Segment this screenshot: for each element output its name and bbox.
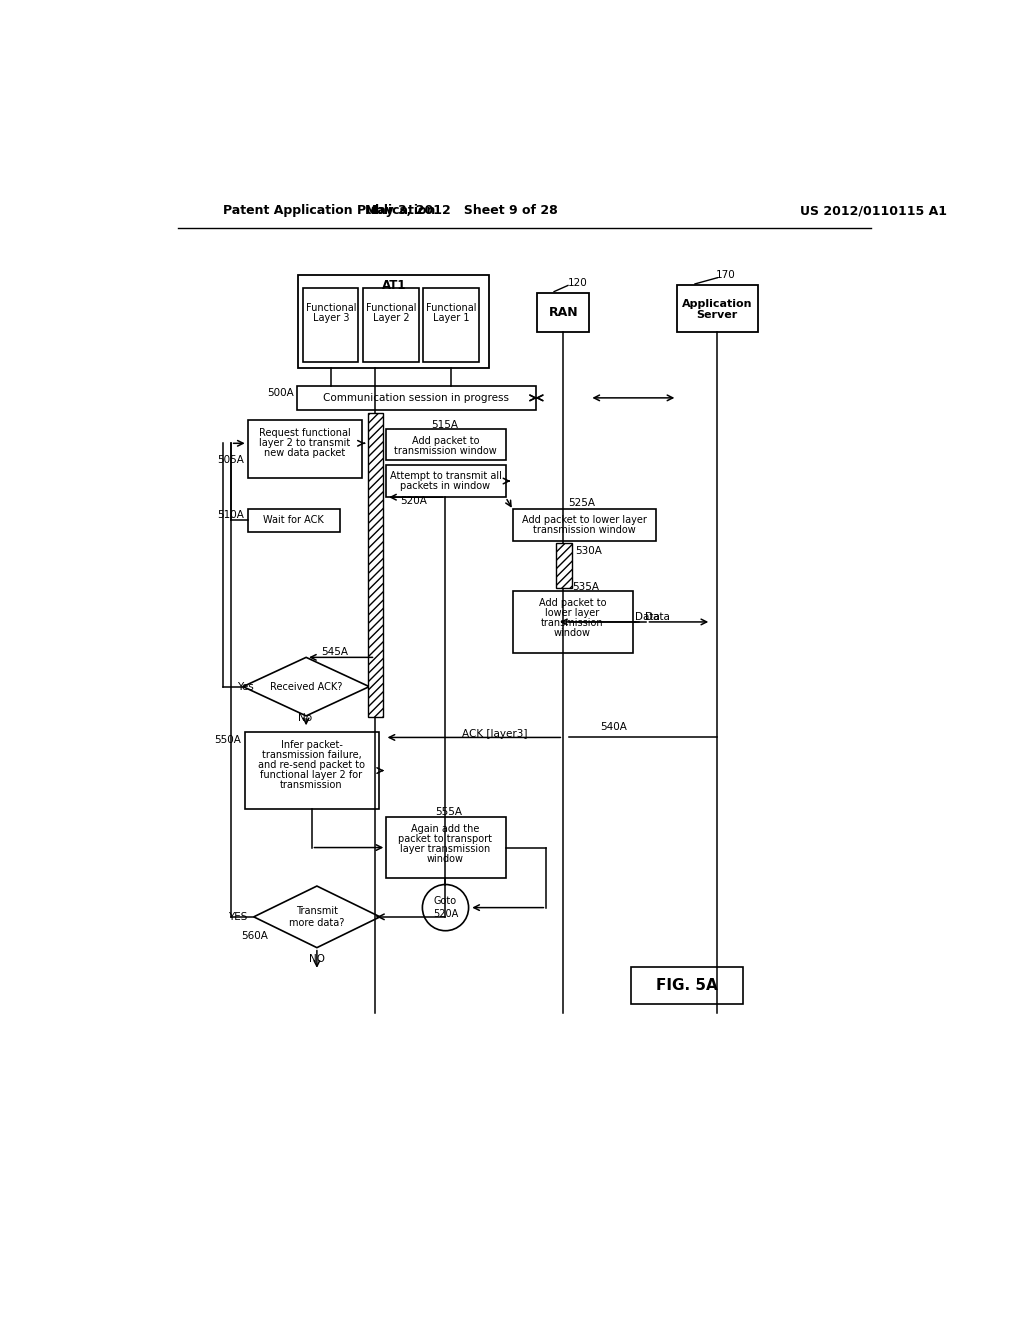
Text: 170: 170 [716, 271, 735, 280]
Text: and re-send packet to: and re-send packet to [258, 760, 365, 770]
Text: transmission: transmission [281, 780, 343, 791]
Bar [386, 817, 506, 878]
Bar [298, 276, 489, 368]
Text: Data: Data [645, 612, 670, 622]
Text: Attempt to transmit all: Attempt to transmit all [389, 471, 502, 482]
Text: transmission window: transmission window [394, 446, 497, 455]
Text: NO: NO [309, 954, 325, 964]
Text: Transmit: Transmit [296, 906, 338, 916]
Bar [297, 385, 536, 411]
Bar [538, 293, 590, 331]
Text: lower layer: lower layer [546, 609, 600, 619]
Bar [248, 420, 361, 478]
Text: packet to transport: packet to transport [398, 834, 493, 843]
Text: Layer 1: Layer 1 [432, 313, 469, 323]
Text: Received ACK?: Received ACK? [270, 681, 342, 692]
Text: 520A: 520A [400, 496, 427, 506]
Text: Layer 2: Layer 2 [373, 313, 410, 323]
Text: 510A: 510A [218, 510, 245, 520]
Text: 500A: 500A [267, 388, 294, 399]
Text: 535A: 535A [572, 582, 599, 591]
Bar [677, 285, 758, 331]
Text: US 2012/0110115 A1: US 2012/0110115 A1 [801, 205, 947, 218]
Text: Add packet to: Add packet to [412, 436, 479, 446]
Text: Add packet to: Add packet to [539, 598, 606, 609]
Text: 555A: 555A [435, 807, 462, 817]
Polygon shape [254, 886, 380, 948]
Bar [368, 413, 383, 717]
Text: Functional: Functional [366, 302, 416, 313]
Bar [386, 465, 506, 498]
Text: FIG. 5A: FIG. 5A [655, 978, 718, 993]
Text: window: window [554, 628, 591, 639]
Bar [386, 429, 506, 461]
Text: 120: 120 [568, 279, 588, 288]
Polygon shape [243, 657, 370, 715]
Text: YES: YES [228, 912, 248, 921]
Text: May 3, 2012   Sheet 9 of 28: May 3, 2012 Sheet 9 of 28 [366, 205, 558, 218]
Text: Layer 3: Layer 3 [312, 313, 349, 323]
Text: AT1: AT1 [382, 279, 407, 292]
Text: layer 2 to transmit: layer 2 to transmit [259, 438, 350, 449]
Text: Data: Data [635, 612, 659, 622]
Text: window: window [427, 854, 464, 865]
Text: 515A: 515A [431, 420, 458, 430]
Text: Application: Application [682, 298, 753, 309]
Text: 545A: 545A [322, 647, 348, 657]
Text: Server: Server [696, 310, 738, 321]
Text: No: No [298, 713, 312, 723]
Text: functional layer 2 for: functional layer 2 for [260, 770, 362, 780]
Text: transmission: transmission [542, 619, 604, 628]
Bar [423, 288, 478, 362]
Text: 520A: 520A [433, 908, 458, 919]
Text: Goto: Goto [434, 896, 457, 907]
Text: transmission failure,: transmission failure, [262, 750, 361, 760]
Text: more data?: more data? [289, 917, 345, 928]
Text: 530A: 530A [575, 546, 602, 556]
Text: Wait for ACK: Wait for ACK [263, 515, 325, 525]
Text: new data packet: new data packet [264, 449, 345, 458]
Text: Yes: Yes [237, 682, 254, 693]
Bar [248, 508, 340, 532]
Text: packets in window: packets in window [400, 482, 490, 491]
Text: ACK [layer3]: ACK [layer3] [462, 730, 527, 739]
Text: Again add the: Again add the [412, 824, 479, 834]
Text: layer transmission: layer transmission [400, 843, 490, 854]
Bar [513, 591, 633, 653]
Text: 550A: 550A [215, 735, 242, 744]
Bar [245, 733, 379, 809]
Circle shape [422, 884, 469, 931]
Bar [513, 508, 655, 541]
Text: Functional: Functional [305, 302, 356, 313]
Text: Patent Application Publication: Patent Application Publication [223, 205, 435, 218]
Text: Functional: Functional [426, 302, 476, 313]
Text: 525A: 525A [568, 499, 595, 508]
Text: Request functional: Request functional [259, 428, 350, 438]
Bar [364, 288, 419, 362]
Text: transmission window: transmission window [532, 525, 636, 536]
Bar [303, 288, 358, 362]
Text: RAN: RAN [549, 306, 579, 319]
Bar [631, 966, 742, 1003]
Bar [556, 544, 571, 589]
Text: 560A: 560A [241, 931, 267, 941]
Text: Communication session in progress: Communication session in progress [324, 393, 509, 403]
Text: Add packet to lower layer: Add packet to lower layer [521, 515, 646, 525]
Text: Infer packet-: Infer packet- [281, 741, 342, 750]
Text: 540A: 540A [600, 722, 627, 731]
Text: 505A: 505A [218, 455, 245, 465]
